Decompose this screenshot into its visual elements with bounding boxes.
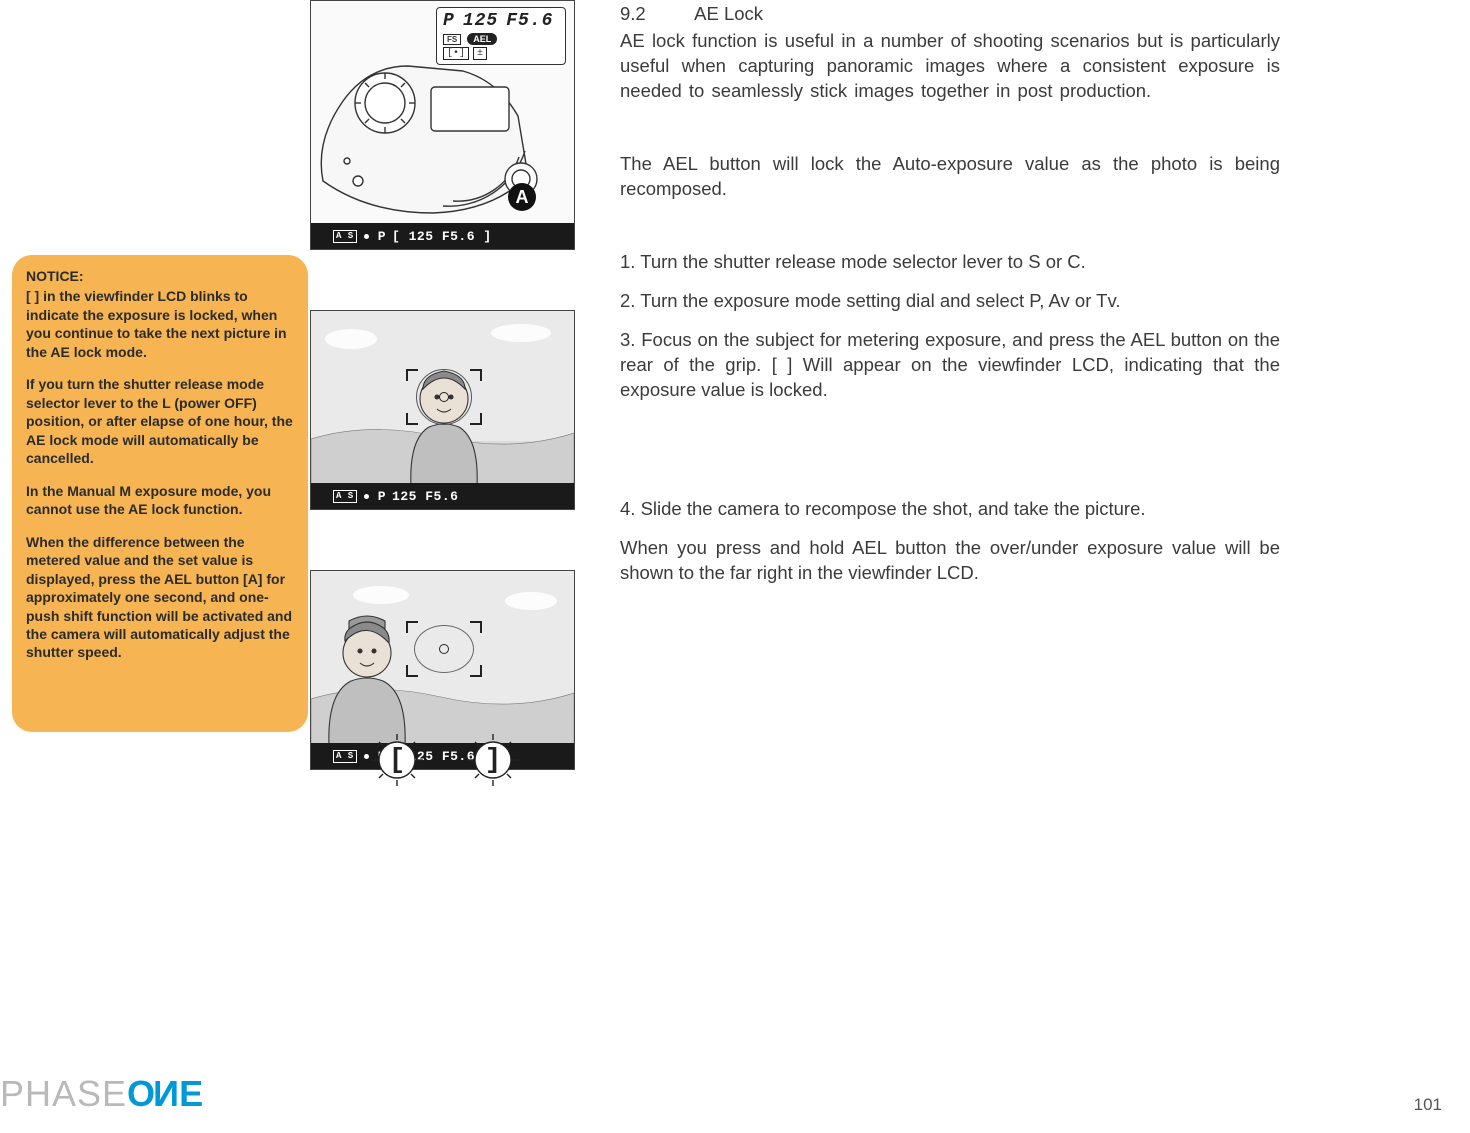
illustration-column: P 125 F5.6 FS AEL [•] ± A A S P [ 125 F5… bbox=[310, 0, 580, 788]
para-intro: AE lock function is useful in a number o… bbox=[620, 29, 1280, 104]
brand-logo: PHASEONE bbox=[0, 1073, 202, 1115]
bracket-icon bbox=[406, 665, 418, 677]
para-hold: When you press and hold AEL button the o… bbox=[620, 536, 1280, 586]
heading-title: AE Lock bbox=[694, 3, 763, 24]
viewfinder-bar-1: A S P [ 125 F5.6 ] bbox=[311, 223, 574, 249]
blink-right-icon: ] bbox=[465, 732, 521, 788]
bracket-icon bbox=[406, 621, 418, 633]
vf-as: A S bbox=[333, 230, 357, 243]
notice-box: NOTICE: [ ] in the viewfinder LCD blinks… bbox=[12, 255, 308, 732]
bracket-icon bbox=[470, 621, 482, 633]
lcd-fs-icon: FS bbox=[443, 34, 461, 45]
heading-number: 9.2 bbox=[620, 2, 690, 27]
lcd-panel: P 125 F5.6 FS AEL [•] ± bbox=[436, 7, 566, 65]
illustration-focus-centered: A S P 125 F5.6 bbox=[310, 310, 575, 510]
notice-p4: When the difference between the metered … bbox=[26, 533, 294, 662]
step-2: 2. Turn the exposure mode setting dial a… bbox=[620, 289, 1280, 314]
step-3: 3. Focus on the subject for metering exp… bbox=[620, 328, 1280, 403]
bracket-icon bbox=[470, 665, 482, 677]
vf-readout: 125 F5.6 bbox=[392, 489, 458, 504]
step-1: 1. Turn the shutter release mode selecto… bbox=[620, 250, 1280, 275]
page-footer: PHASEONE 101 bbox=[0, 1073, 1470, 1115]
lcd-mode: P bbox=[443, 11, 455, 31]
bracket-icon bbox=[406, 413, 418, 425]
notice-title: NOTICE: bbox=[26, 267, 294, 285]
marker-a: A bbox=[508, 183, 536, 211]
lcd-ael-badge: AEL bbox=[467, 33, 497, 45]
illustration-camera-top: P 125 F5.6 FS AEL [•] ± A A S P [ 125 F5… bbox=[310, 0, 575, 250]
step-4: 4. Slide the camera to recompose the sho… bbox=[620, 497, 1280, 522]
lcd-meter-icon: [•] bbox=[443, 47, 469, 60]
focus-brackets bbox=[406, 369, 482, 425]
body-text: 9.2 AE Lock AE lock function is useful i… bbox=[620, 2, 1280, 608]
manual-page: NOTICE: [ ] in the viewfinder LCD blinks… bbox=[0, 0, 1470, 1133]
notice-p1: [ ] in the viewfinder LCD blinks to indi… bbox=[26, 287, 294, 361]
bracket-icon bbox=[470, 369, 482, 381]
focus-point-icon bbox=[439, 644, 449, 654]
page-number: 101 bbox=[1414, 1095, 1442, 1115]
vf-mode: P bbox=[378, 489, 386, 504]
focus-point-icon bbox=[439, 392, 449, 402]
vf-readout: [ 125 F5.6 ] bbox=[392, 229, 492, 244]
vf-as: A S bbox=[333, 750, 357, 763]
logo-phase: PHASE bbox=[0, 1073, 127, 1114]
para-ael: The AEL button will lock the Auto-exposu… bbox=[620, 152, 1280, 202]
notice-p2: If you turn the shutter release mode sel… bbox=[26, 375, 294, 467]
vf-as: A S bbox=[333, 490, 357, 503]
viewfinder-bar-3: A S P [ 125 F5.6 ] bbox=[311, 743, 574, 769]
vf-mode: P bbox=[378, 229, 386, 244]
lcd-aperture: F5.6 bbox=[506, 11, 553, 31]
bracket-icon bbox=[470, 413, 482, 425]
lcd-exp-icon: ± bbox=[473, 47, 487, 60]
blink-left-icon: [ bbox=[369, 732, 425, 788]
section-heading: 9.2 AE Lock bbox=[620, 2, 1280, 27]
bracket-icon bbox=[406, 369, 418, 381]
notice-p3: In the Manual M exposure mode, you canno… bbox=[26, 482, 294, 519]
illustration-focus-offset: A S P [ 125 F5.6 ] bbox=[310, 570, 575, 770]
lcd-shutter: 125 bbox=[463, 11, 498, 31]
focus-brackets bbox=[406, 621, 482, 677]
viewfinder-bar-2: A S P 125 F5.6 bbox=[311, 483, 574, 509]
